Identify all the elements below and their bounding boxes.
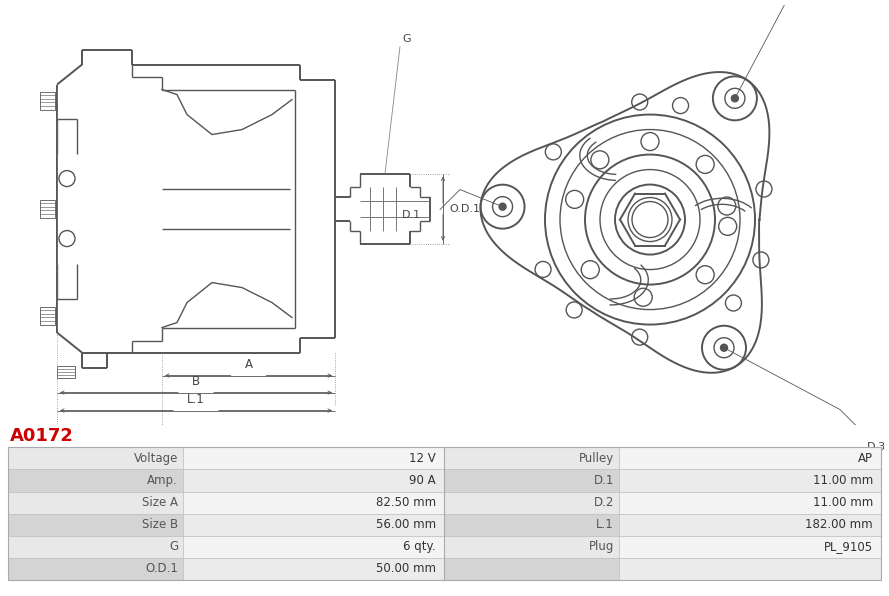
Bar — [619, 492, 881, 514]
Bar — [8, 470, 183, 492]
Text: A0172: A0172 — [10, 427, 74, 445]
Text: A: A — [244, 358, 252, 371]
Bar — [183, 558, 444, 580]
Text: Plug: Plug — [589, 541, 614, 553]
Circle shape — [720, 344, 727, 351]
Bar — [8, 448, 183, 470]
Bar — [57, 365, 75, 377]
Circle shape — [499, 203, 506, 210]
Bar — [40, 306, 55, 325]
Text: 6 qty.: 6 qty. — [404, 541, 436, 553]
Bar — [8, 448, 881, 580]
Bar — [444, 470, 619, 492]
Text: 182.00 mm: 182.00 mm — [805, 518, 873, 531]
Text: 56.00 mm: 56.00 mm — [376, 518, 436, 531]
Text: O.D.1: O.D.1 — [145, 563, 178, 575]
Bar — [40, 200, 55, 218]
Bar — [619, 448, 881, 470]
Text: G: G — [402, 33, 411, 44]
Bar — [8, 492, 183, 514]
Text: 11.00 mm: 11.00 mm — [813, 496, 873, 509]
Bar — [40, 92, 55, 110]
Text: L.1: L.1 — [597, 518, 614, 531]
Bar — [183, 470, 444, 492]
Bar — [183, 514, 444, 536]
Text: D.3: D.3 — [867, 442, 886, 452]
Bar — [444, 514, 619, 536]
Text: AP: AP — [858, 452, 873, 465]
Bar — [8, 536, 183, 558]
Text: B: B — [192, 374, 200, 387]
Text: 12 V: 12 V — [409, 452, 436, 465]
Text: L.1: L.1 — [187, 393, 204, 405]
Text: Amp.: Amp. — [148, 474, 178, 487]
Text: G: G — [169, 541, 178, 553]
Text: PL_9105: PL_9105 — [824, 541, 873, 553]
Text: D.2: D.2 — [594, 496, 614, 509]
Circle shape — [732, 95, 739, 102]
Bar — [619, 470, 881, 492]
Text: 11.00 mm: 11.00 mm — [813, 474, 873, 487]
Bar — [619, 536, 881, 558]
Text: D.1: D.1 — [402, 210, 421, 219]
Text: 90 A: 90 A — [409, 474, 436, 487]
Text: Size B: Size B — [142, 518, 178, 531]
Bar — [183, 448, 444, 470]
Bar — [444, 492, 619, 514]
Text: Size A: Size A — [142, 496, 178, 509]
Text: 50.00 mm: 50.00 mm — [376, 563, 436, 575]
Text: 82.50 mm: 82.50 mm — [376, 496, 436, 509]
Text: D.1: D.1 — [594, 474, 614, 487]
Bar — [619, 558, 881, 580]
Bar — [444, 448, 619, 470]
Bar — [444, 536, 619, 558]
Bar — [8, 514, 183, 536]
Text: Pulley: Pulley — [579, 452, 614, 465]
Bar — [444, 558, 619, 580]
Text: Voltage: Voltage — [133, 452, 178, 465]
Bar — [619, 514, 881, 536]
Bar — [8, 558, 183, 580]
Bar — [183, 536, 444, 558]
Text: O.D.1: O.D.1 — [449, 204, 480, 213]
Bar — [183, 492, 444, 514]
